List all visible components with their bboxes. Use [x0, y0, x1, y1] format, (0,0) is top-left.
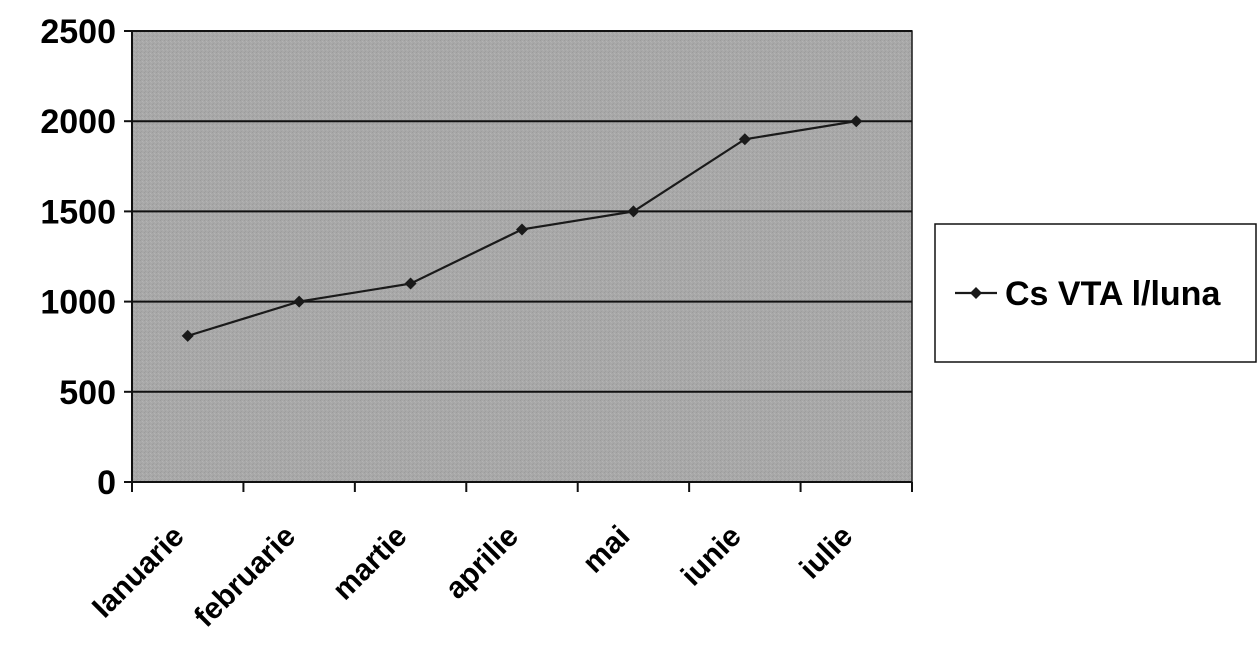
data-point	[293, 295, 306, 308]
data-point	[181, 329, 194, 342]
y-tick-label: 1500	[40, 193, 116, 231]
x-tick-label: Ianuarie	[86, 520, 191, 625]
y-axis-ticks: 0 500 1000 1500 2000 2500	[40, 13, 132, 502]
y-tick-label: 500	[59, 374, 116, 412]
x-tick-label: iunie	[675, 520, 748, 593]
y-tick-label: 1000	[40, 284, 116, 322]
y-tick-label: 2500	[40, 13, 116, 51]
x-tick-label: februarie	[188, 520, 302, 634]
x-tick-label: aprilie	[439, 520, 525, 606]
x-tick-label: martie	[327, 520, 414, 607]
data-point	[738, 133, 751, 146]
plot-area	[131, 30, 913, 483]
y-tick-label: 0	[97, 464, 116, 502]
x-tick-label: mai	[576, 520, 636, 580]
x-tick-label: iulie	[793, 520, 859, 586]
legend-marker	[970, 287, 982, 299]
legend: Cs VTA l/luna	[934, 223, 1257, 363]
legend-label: Cs VTA l/luna	[1005, 275, 1221, 313]
data-point	[516, 223, 528, 236]
data-point	[404, 277, 417, 290]
series-lines	[181, 115, 863, 342]
y-tick-label: 2000	[40, 103, 116, 141]
data-point	[627, 205, 640, 218]
axes	[131, 31, 912, 483]
legend-box	[934, 223, 1257, 363]
data-point	[850, 115, 863, 128]
gridlines	[132, 30, 912, 393]
